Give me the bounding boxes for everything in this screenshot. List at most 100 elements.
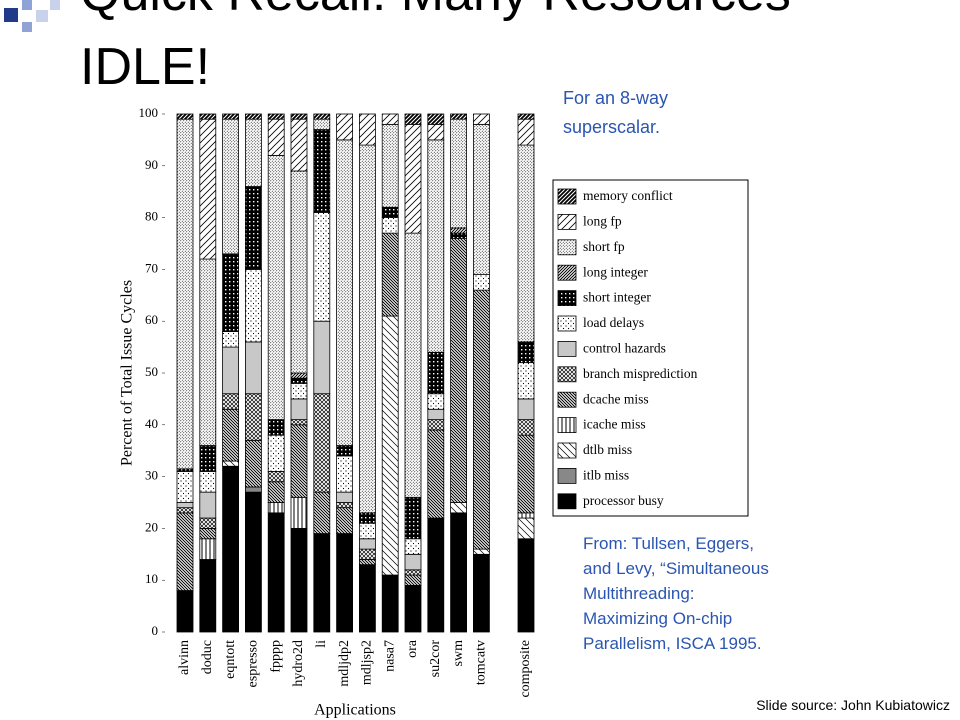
x-tick-label: hydro2d [291,640,306,687]
legend-swatch [557,442,577,459]
bar-segment [290,170,308,374]
bar-segment [176,512,194,591]
bar-segment [472,274,490,291]
bar-segment [427,351,445,395]
y-tick-label: 80 [145,209,158,224]
bar-segment [313,129,331,213]
bar-segment [427,393,445,410]
x-tick-label: nasa7 [382,640,397,672]
bar-segment [176,118,194,470]
legend-swatch [557,213,577,230]
bar-segment [336,139,354,446]
bar-segment [450,512,468,633]
legend-swatch [557,264,577,281]
x-tick-label: ora [405,639,420,658]
bar-segment [222,253,240,332]
bar-segment [313,533,331,633]
bar-segment [358,559,376,566]
bar-segment [517,398,535,421]
bar-segment [404,123,422,234]
legend-swatch [557,290,577,307]
bar-segment [381,315,399,576]
legend-swatch [557,188,577,205]
bar-segment [176,502,194,509]
x-axis-label: Applications [314,702,396,719]
x-tick-label: alvinn [177,640,192,675]
bar-segment [517,144,535,343]
legend-label: long integer [583,264,648,279]
bar-segment [472,548,490,555]
bar-segment [427,408,445,421]
y-axis-label: Percent of Total Issue Cycles [119,280,136,466]
bar-segment [336,113,354,141]
bar-segment [381,123,399,208]
bar-segment [199,445,217,472]
bar-segment [244,393,262,441]
bar-segment [222,460,240,467]
bar-segment [358,113,376,146]
bar-segment [176,590,194,633]
bar-segment [244,486,262,493]
legend-box [552,179,749,517]
bar-segment [313,113,331,120]
bar-segment [404,538,422,555]
y-tick-label: 100 [139,105,159,120]
bar-segment [199,491,217,519]
bar-segment [517,512,535,519]
bar-segment [267,113,285,120]
bar-segment [450,227,468,234]
bar-segment [336,491,354,503]
x-tick-label: tomcatv [474,640,489,685]
y-tick-label: 90 [145,157,158,172]
x-tick-label: mdljsp2 [360,640,375,685]
bar-segment [290,377,308,384]
bar-segment [336,533,354,633]
bar-segment [404,553,422,571]
bar-segment [358,564,376,633]
bar-segment [290,528,308,633]
bar-segment [472,113,490,125]
bar-segment [381,206,399,219]
bar-segment [267,118,285,156]
decor-square [22,0,32,10]
bar-segment [427,429,445,519]
bar-segment [404,569,422,576]
bar-segment [313,118,331,130]
slide-title: Quick Recall: Many Resources IDLE! [80,0,791,96]
bar-segment [517,118,535,146]
bar-segment [222,113,240,120]
bar-segment [199,118,217,260]
bar-segment [358,522,376,540]
bar-segment [290,118,308,172]
legend-label: processor busy [583,493,664,508]
citation: From: Tullsen, Eggers, and Levy, “Simult… [583,534,769,653]
bar-segment [450,118,468,229]
bar-segment [472,553,490,633]
y-tick-label: 20 [145,519,158,534]
bar-segment [313,320,331,395]
note: For an 8-way superscalar. [563,88,669,137]
bar-segment [450,502,468,514]
x-tick-label: mdljdp2 [337,640,352,687]
y-tick-label: 30 [145,468,158,483]
bar-segment [381,113,399,125]
bar-segment [244,439,262,488]
bar-segment [267,481,285,503]
bar-segment [290,372,308,379]
decor-square [22,22,32,32]
decor-square [50,0,60,10]
legend-label: itlb miss [583,467,629,482]
bar-segment [222,331,240,348]
legend-swatch [557,315,577,332]
bar-segment [336,507,354,534]
bar-segment [381,574,399,633]
bar-segment [404,584,422,633]
bar-segment [199,517,217,529]
bar-segment [358,538,376,550]
legend-label: dcache miss [583,391,649,406]
bar-segment [472,289,490,550]
bar-segment [336,455,354,493]
bar-segment [199,538,217,560]
x-tick-label: li [314,640,329,648]
